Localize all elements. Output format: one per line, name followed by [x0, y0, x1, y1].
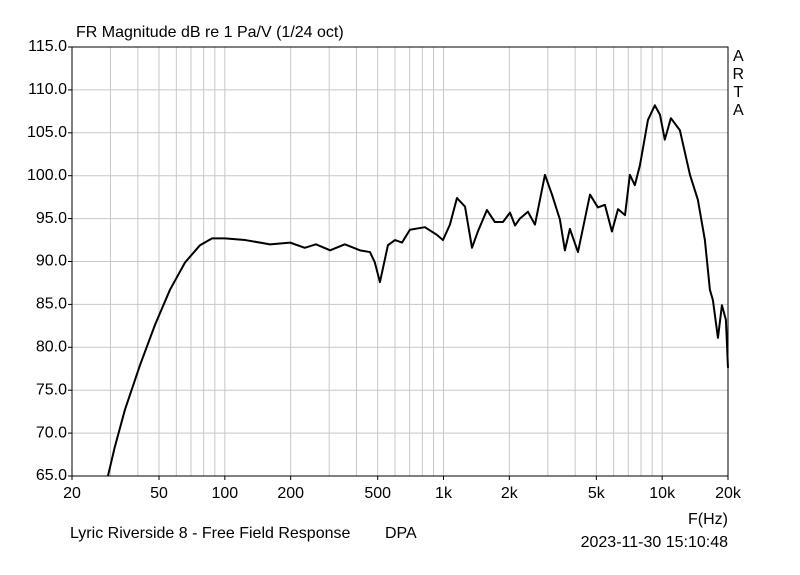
- chart-title: FR Magnitude dB re 1 Pa/V (1/24 oct): [76, 24, 344, 41]
- y-tick-label: 85.0: [36, 296, 67, 313]
- x-tick-label: 10k: [649, 485, 676, 502]
- x-tick-label: 200: [277, 485, 304, 502]
- timestamp: 2023-11-30 15:10:48: [581, 534, 728, 551]
- footer-brand: DPA: [385, 525, 417, 542]
- x-tick-label: 20k: [715, 485, 742, 502]
- y-tick-label: 105.0: [27, 124, 67, 141]
- x-tick-label: 5k: [588, 485, 606, 502]
- watermark: ARTA: [730, 48, 747, 120]
- y-tick-label: 110.0: [28, 81, 67, 98]
- x-tick-label: 50: [150, 485, 168, 502]
- y-tick-label: 65.0: [36, 467, 67, 484]
- response-curve: [106, 104, 729, 477]
- y-tick-label: 100.0: [27, 167, 67, 184]
- x-tick-label: 500: [364, 485, 391, 502]
- x-tick-label: 2k: [501, 485, 519, 502]
- x-axis-label: F(Hz): [688, 511, 728, 528]
- y-tick-label: 90.0: [36, 253, 67, 270]
- x-tick-label: 100: [211, 485, 238, 502]
- plot-frame: [71, 46, 729, 477]
- y-tick-label: 115.0: [28, 38, 67, 55]
- x-tick-label: 1k: [435, 485, 453, 502]
- y-tick-label: 95.0: [36, 210, 67, 227]
- y-tick-label: 70.0: [36, 424, 67, 441]
- footer-title: Lyric Riverside 8 - Free Field Response: [70, 525, 351, 542]
- y-tick-label: 75.0: [36, 381, 67, 398]
- x-tick-label: 20: [63, 485, 81, 502]
- y-tick-label: 80.0: [36, 339, 67, 356]
